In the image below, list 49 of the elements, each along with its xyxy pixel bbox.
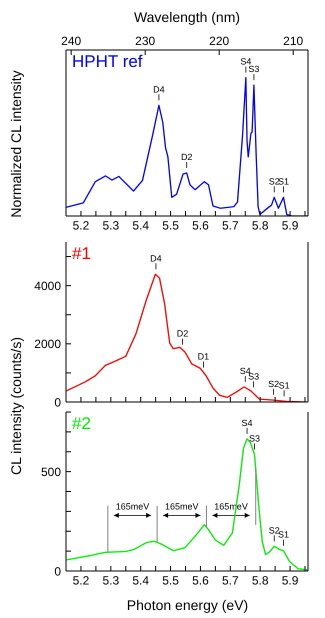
x-tick-label: 5.4 xyxy=(132,218,150,233)
y-tick-label: 4000 xyxy=(34,278,62,293)
annotation: D2 xyxy=(176,328,188,339)
x-tick-label: 5.9 xyxy=(282,218,299,233)
y-axis-title: Normalized CL intensity xyxy=(8,70,24,218)
x2-tick-label: 230 xyxy=(135,34,156,48)
x2-tick-label: 240 xyxy=(61,34,82,48)
annotation: S2 xyxy=(268,525,280,536)
x2-tick-label: 210 xyxy=(283,34,304,48)
x-tick-label: 5.7 xyxy=(222,218,239,233)
x-tick-label: 5.6 xyxy=(192,574,210,588)
x-tick-label: 5.8 xyxy=(252,574,269,588)
x-tick-label: 5.2 xyxy=(72,574,90,588)
annotation: S1 xyxy=(278,176,290,186)
x-tick-label: 5.5 xyxy=(162,574,180,588)
annotation: 165meV xyxy=(116,501,150,512)
x-tick-label: 5.6 xyxy=(192,218,210,233)
annotation: D1 xyxy=(198,352,210,362)
text: HPHT ref xyxy=(72,52,143,72)
x-tick-label: 5.8 xyxy=(252,218,269,233)
annotation: S4 xyxy=(240,56,252,67)
y-tick-label: 2000 xyxy=(34,337,62,352)
x-tick-label: 5.4 xyxy=(132,574,150,588)
annotation: S1 xyxy=(278,380,290,390)
x-tick-label: 5.9 xyxy=(282,574,299,588)
y-tick-label: 0 xyxy=(54,564,62,578)
x-tick-label: 5.3 xyxy=(102,218,120,233)
annotation: S4 xyxy=(242,418,253,428)
text: #2 xyxy=(72,414,91,434)
x-tick-label: 5.2 xyxy=(72,218,90,233)
x-axis-title: Photon energy (eV) xyxy=(126,597,250,613)
annotation: 165meV xyxy=(165,501,199,512)
text: #1 xyxy=(72,244,91,264)
y-tick-label: 500 xyxy=(40,464,62,479)
annotation: S1 xyxy=(278,530,290,540)
x-tick-label: 5.7 xyxy=(222,574,239,588)
annotation: D4 xyxy=(150,253,162,264)
x2-axis-title: Wavelength (nm) xyxy=(134,8,240,25)
annotation: S2 xyxy=(268,378,280,389)
annotation: D4 xyxy=(153,84,165,94)
y-tick-label: 0 xyxy=(54,395,62,410)
annotation: S3 xyxy=(248,64,260,74)
x-tick-label: 5.5 xyxy=(162,218,180,233)
annotation: S3 xyxy=(249,434,260,444)
x-tick-label: 5.3 xyxy=(102,574,120,588)
x2-tick-label: 220 xyxy=(209,34,230,48)
y-axis-title: CL intensity (counts/s) xyxy=(8,336,24,474)
annotation: S2 xyxy=(268,176,280,186)
annotation: D2 xyxy=(180,152,192,162)
